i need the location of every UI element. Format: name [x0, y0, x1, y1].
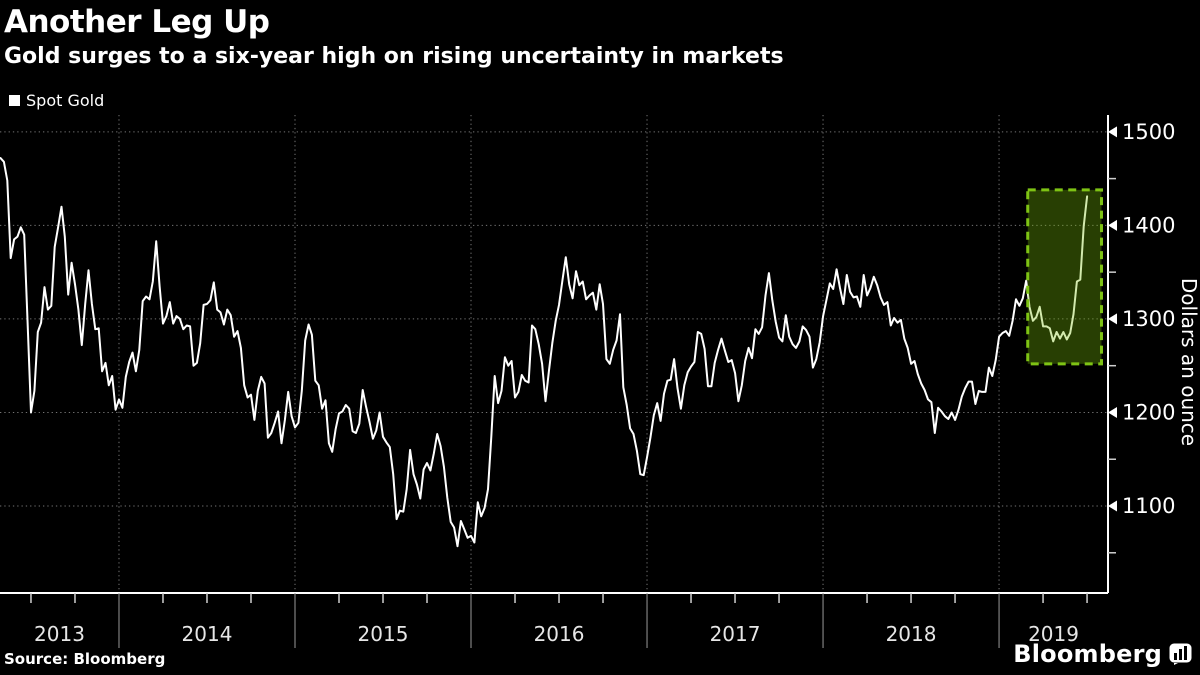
x-year-label: 2015 — [358, 622, 409, 646]
bloomberg-wordmark: Bloomberg — [1013, 640, 1162, 668]
x-year-label: 2016 — [534, 622, 585, 646]
legend-swatch-icon — [9, 95, 20, 106]
y-tick-label: 1200 — [1122, 400, 1175, 424]
y-tick-marker — [1108, 406, 1117, 418]
y-tick-label: 1500 — [1122, 120, 1175, 144]
source-note: Source: Bloomberg — [4, 650, 166, 668]
x-year-label: 2013 — [34, 622, 85, 646]
x-year-label: 2018 — [886, 622, 937, 646]
y-tick-marker — [1108, 500, 1117, 512]
bloomberg-chart-icon — [1169, 643, 1192, 665]
highlight-box — [1026, 188, 1103, 366]
x-year-label: 2019 — [1028, 622, 1079, 646]
bloomberg-logo: Bloomberg — [1013, 640, 1192, 668]
chart-title: Another Leg Up — [4, 4, 270, 40]
x-year-label: 2014 — [182, 622, 233, 646]
y-tick-label: 1400 — [1122, 213, 1175, 237]
y-tick-label: 1100 — [1122, 494, 1175, 518]
y-tick-label: 1300 — [1122, 307, 1175, 331]
y-tick-marker — [1108, 313, 1117, 325]
y-tick-marker — [1108, 219, 1117, 231]
legend-label: Spot Gold — [26, 91, 105, 110]
x-year-label: 2017 — [710, 622, 761, 646]
y-axis-title: Dollars an ounce — [1177, 278, 1200, 446]
spot-gold-price-line — [0, 157, 1089, 548]
legend: Spot Gold — [9, 91, 104, 110]
chart-subtitle: Gold surges to a six-year high on rising… — [4, 44, 784, 69]
y-tick-marker — [1108, 126, 1117, 138]
